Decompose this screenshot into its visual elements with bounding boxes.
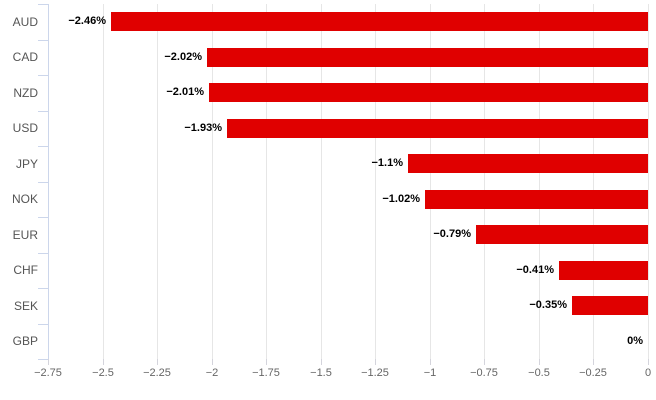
x-axis-tick: [103, 359, 104, 365]
category-label-cad: CAD: [12, 50, 38, 64]
x-axis-tick-label: −2.25: [143, 367, 171, 379]
x-axis-tick-label: −1.25: [361, 367, 389, 379]
y-axis-tick: [38, 217, 48, 218]
bar-nok[interactable]: [425, 190, 648, 209]
bar-chf[interactable]: [559, 261, 648, 280]
bar-eur[interactable]: [476, 225, 648, 244]
gridline: [157, 4, 158, 359]
gridline: [212, 4, 213, 359]
x-axis-tick-label: −1: [423, 367, 437, 379]
category-label-usd: USD: [12, 121, 38, 135]
x-axis-tick: [593, 359, 594, 365]
bar-aud[interactable]: [111, 12, 648, 31]
value-label-jpy: −1.1%: [371, 157, 404, 169]
y-axis-tick: [38, 40, 48, 41]
gridline: [593, 4, 594, 359]
x-axis-tick-label: −2.5: [92, 367, 114, 379]
bar-usd[interactable]: [227, 119, 648, 138]
x-axis-tick: [157, 359, 158, 365]
x-axis-tick-label: −0.25: [579, 367, 607, 379]
y-axis-tick: [38, 111, 48, 112]
x-axis-tick-label: −0.5: [528, 367, 550, 379]
y-axis-line: [48, 4, 49, 359]
x-axis-tick-label: −0.75: [470, 367, 498, 379]
value-label-eur: −0.79%: [433, 228, 471, 240]
category-label-eur: EUR: [12, 228, 38, 242]
y-axis-tick: [38, 146, 48, 147]
bar-nzd[interactable]: [209, 83, 648, 102]
x-axis-tick: [321, 359, 322, 365]
gridline: [375, 4, 376, 359]
y-axis-tick: [38, 182, 48, 183]
y-axis-tick: [38, 75, 48, 76]
category-label-aud: AUD: [12, 15, 38, 29]
category-label-jpy: JPY: [15, 157, 38, 171]
x-axis-tick: [484, 359, 485, 365]
x-axis-tick: [48, 359, 49, 365]
bar-sek[interactable]: [572, 296, 648, 315]
y-axis-tick: [38, 4, 48, 5]
x-axis-tick: [648, 359, 649, 365]
x-axis-tick-label: −2: [205, 367, 219, 379]
category-label-chf: CHF: [13, 263, 38, 277]
gridline: [430, 4, 431, 359]
x-axis-tick-label: 0: [644, 367, 652, 379]
x-axis-tick: [266, 359, 267, 365]
value-label-nok: −1.02%: [382, 193, 420, 205]
category-label-nzd: NZD: [13, 86, 38, 100]
x-axis-tick: [375, 359, 376, 365]
gridline: [648, 4, 649, 359]
y-axis-tick: [38, 324, 48, 325]
x-axis-tick: [539, 359, 540, 365]
y-axis-tick: [38, 359, 48, 360]
value-label-sek: −0.35%: [529, 299, 567, 311]
category-label-nok: NOK: [11, 192, 38, 206]
x-axis-tick: [430, 359, 431, 365]
x-axis-tick-label: −1.5: [310, 367, 332, 379]
x-axis-tick-label: −2.75: [34, 367, 62, 379]
value-label-usd: −1.93%: [184, 122, 222, 134]
gridline: [266, 4, 267, 359]
value-label-chf: −0.41%: [516, 264, 554, 276]
gridline: [321, 4, 322, 359]
value-label-gbp: 0%: [627, 335, 643, 347]
category-label-gbp: GBP: [12, 334, 38, 348]
value-label-cad: −2.02%: [164, 51, 202, 63]
y-axis-tick: [38, 253, 48, 254]
value-label-aud: −2.46%: [68, 15, 106, 27]
bar-jpy[interactable]: [408, 154, 648, 173]
x-axis-tick-label: −1.75: [252, 367, 280, 379]
category-label-sek: SEK: [13, 299, 38, 313]
gridline: [103, 4, 104, 359]
bar-cad[interactable]: [207, 48, 648, 67]
x-axis-tick: [212, 359, 213, 365]
y-axis-tick: [38, 288, 48, 289]
gridline: [539, 4, 540, 359]
gridline: [484, 4, 485, 359]
value-label-nzd: −2.01%: [166, 86, 204, 98]
